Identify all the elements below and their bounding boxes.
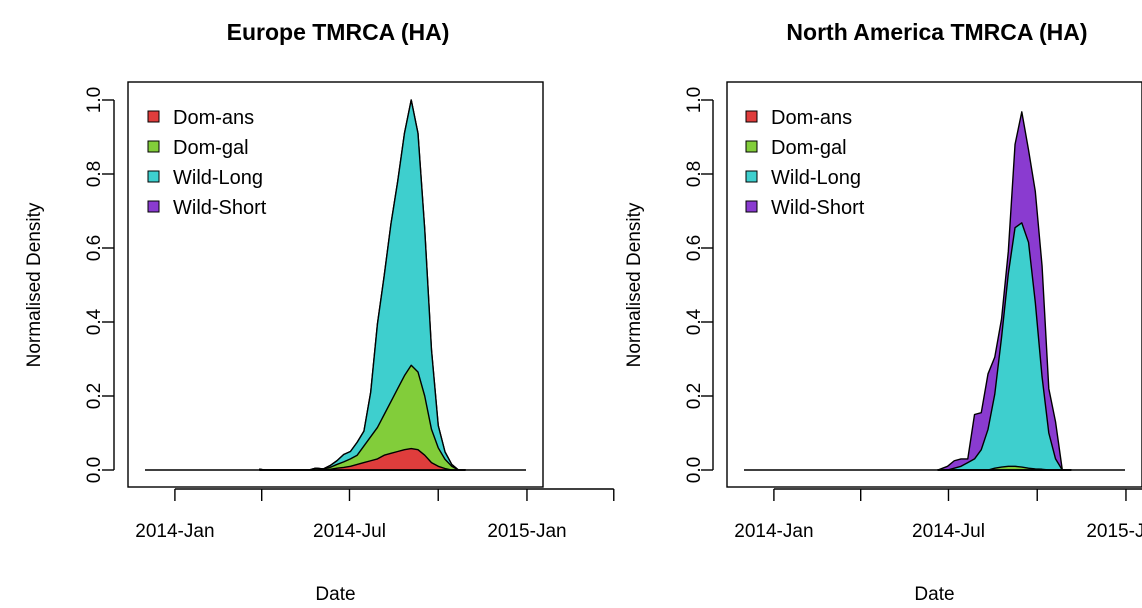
y-tick-label: 0.8: [84, 161, 105, 187]
area-wild-long: [259, 99, 466, 471]
legend-swatch-dom-gal: [147, 140, 160, 153]
legend-swatch-wild-short: [147, 200, 160, 213]
legend-swatch-wild-long: [147, 170, 160, 183]
x-tick-label: 2014-Jul: [313, 521, 386, 542]
y-tick-label: 0.2: [684, 383, 705, 409]
chart-title: Europe TMRCA (HA): [227, 19, 450, 45]
legend-label-dom-ans: Dom-ans: [771, 107, 852, 129]
area-wild-long: [937, 222, 1072, 471]
legend-label-dom-ans: Dom-ans: [173, 107, 254, 129]
legend-swatch-wild-short: [745, 200, 758, 213]
y-axis-title: Normalised Density: [24, 202, 45, 367]
y-tick-label: 1.0: [84, 87, 105, 113]
legend-swatch-dom-ans: [745, 110, 758, 123]
y-tick-label: 0.6: [684, 235, 705, 261]
x-tick-label: 2015-Jan: [487, 521, 566, 542]
area-dom-gal: [259, 364, 466, 471]
x-axis-title: Date: [914, 584, 954, 605]
y-tick-label: 0.6: [84, 235, 105, 261]
legend-label-wild-long: Wild-Long: [173, 167, 263, 189]
x-tick-label: 2014-Jul: [912, 521, 985, 542]
y-tick-label: 0.8: [684, 161, 705, 187]
x-axis-title: Date: [315, 584, 355, 605]
x-tick-label: 2015-Jan: [1086, 521, 1142, 542]
legend-swatch-dom-gal: [745, 140, 758, 153]
y-tick-label: 0.0: [684, 457, 705, 483]
plot-box: [127, 81, 544, 488]
legend: Dom-ans Dom-gal Wild-Long Wild-Short: [745, 107, 865, 219]
legend: Dom-ans Dom-gal Wild-Long Wild-Short: [147, 107, 267, 219]
chart-panel-1: Europe TMRCA (HA) 2014-Jan 2014-Jul 2015-Ja…: [24, 19, 615, 605]
legend-label-wild-short: Wild-Short: [771, 197, 865, 219]
y-tick-label: 1.0: [684, 87, 705, 113]
y-tick-label: 0.2: [84, 383, 105, 409]
y-tick-label: 0.0: [84, 457, 105, 483]
legend-label-wild-short: Wild-Short: [173, 197, 267, 219]
x-tick-label: 2014-Jan: [734, 521, 813, 542]
legend-label-dom-gal: Dom-gal: [771, 137, 847, 159]
y-tick-label: 0.4: [84, 308, 105, 335]
x-tick-label: 2014-Jan: [135, 521, 214, 542]
y-axis-title: Normalised Density: [624, 202, 645, 367]
legend-swatch-wild-long: [745, 170, 758, 183]
legend-label-dom-gal: Dom-gal: [173, 137, 249, 159]
chart-panel-2: North America TMRCA (HA) 2014-Jan 2014-Jul…: [624, 19, 1142, 605]
chart-title: North America TMRCA (HA): [786, 19, 1087, 45]
legend-swatch-dom-ans: [147, 110, 160, 123]
plot-box: [726, 81, 1142, 488]
y-tick-label: 0.4: [684, 308, 705, 335]
legend-label-wild-long: Wild-Long: [771, 167, 861, 189]
